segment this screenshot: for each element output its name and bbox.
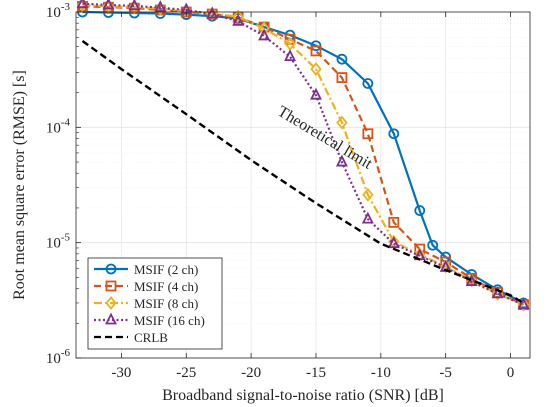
series-point (336, 72, 348, 83)
series-4 (81, 40, 525, 305)
legend-marker (105, 296, 117, 310)
x-tick-label: -10 (371, 365, 391, 381)
series-point (361, 211, 374, 224)
series-point (335, 154, 348, 167)
x-axis-label: Broadband signal-to-noise ratio (SNR) [d… (162, 387, 444, 404)
legend-marker (105, 312, 117, 325)
series-point (491, 286, 504, 299)
series-point (362, 128, 374, 140)
series-point (102, 0, 115, 10)
series-line (82, 2, 524, 306)
series-point (128, 0, 141, 11)
series-point (154, 0, 167, 13)
series-point (517, 297, 530, 310)
legend: MSIF (2 ch) MSIF (4 ch) MSIF (8 ch) MSIF (1… (87, 257, 223, 350)
series-point (258, 28, 271, 41)
x-tick-label: -30 (111, 365, 131, 381)
y-tick-label: 10-5 (46, 232, 71, 252)
series-point (336, 115, 348, 130)
series-3 (76, 0, 530, 310)
series-point (336, 53, 348, 65)
x-tick-label: 0 (507, 365, 515, 381)
y-tick-label: 10-6 (46, 347, 71, 367)
legend-label: MSIF (8 ch) (134, 296, 198, 311)
series-point (387, 236, 400, 249)
legend-marker (105, 263, 117, 275)
series-point (258, 21, 270, 36)
series-point (310, 62, 322, 76)
series-point (388, 216, 400, 228)
x-tick-label: -15 (306, 365, 326, 381)
series-point (427, 239, 439, 251)
series-point (362, 187, 374, 202)
y-axis-label: Root mean square error (RMSE) [s] (11, 70, 28, 300)
legend-marker (105, 280, 117, 292)
series-point (284, 49, 296, 62)
x-tick-label: -25 (176, 365, 196, 381)
series-point (310, 87, 322, 100)
series-point (310, 45, 322, 57)
series-layer (76, 0, 530, 312)
series-point (76, 0, 89, 9)
series-line (81, 40, 525, 305)
series-point (388, 128, 400, 140)
series-point (206, 6, 219, 19)
y-tick-label: 10-3 (46, 1, 71, 21)
y-tick-label: 10-4 (46, 116, 71, 136)
series-point (465, 274, 478, 286)
series-point (440, 259, 452, 274)
theoretical-limit-annotation: Theoretical limit (275, 103, 376, 173)
series-point (414, 205, 426, 216)
x-tick-label: -20 (241, 365, 261, 381)
series-point (232, 13, 245, 26)
legend-label: MSIF (16 ch) (134, 313, 205, 328)
series-line (82, 5, 524, 306)
tick-layer: -30 -25 -20 -15 -10 -5 0 10-6 10-5 10-4 10-3 (46, 1, 514, 381)
plot-frame (75, 11, 531, 359)
legend-label: MSIF (2 ch) (134, 262, 198, 277)
x-tick-label: -5 (439, 365, 452, 381)
series-point (362, 78, 374, 89)
grid-layer (76, 11, 530, 359)
legend-label: CRLB (134, 330, 168, 345)
legend-label: MSIF (4 ch) (134, 279, 198, 294)
